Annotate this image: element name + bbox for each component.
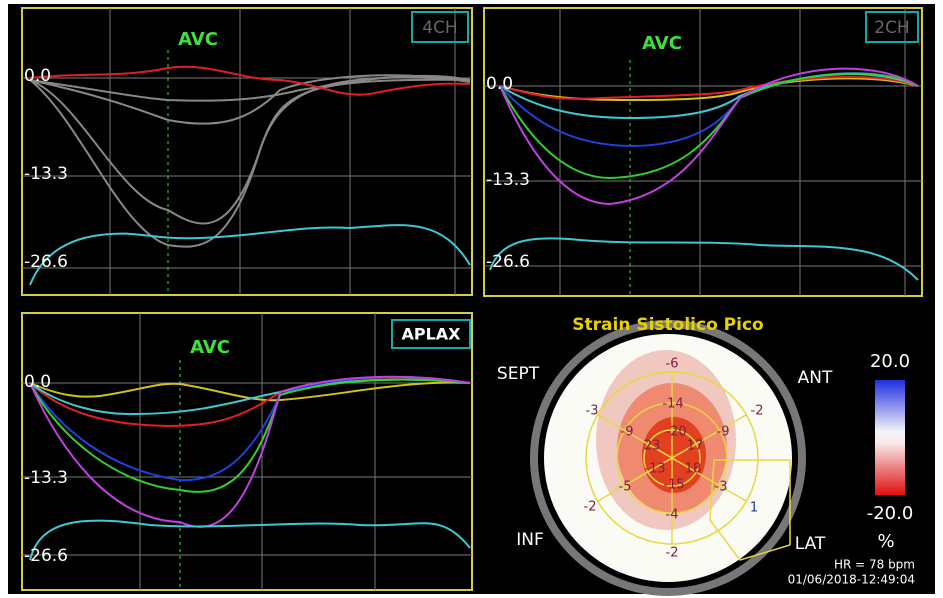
monitor: 4CH AVC 0.0 -13.3 -26.6 2CH AVC 0.0 -13.… <box>0 0 943 598</box>
avc-label: AVC <box>190 337 230 358</box>
panel-2ch: 2CH AVC 0.0 -13.3 -26.6 <box>484 8 922 296</box>
view-tag: APLAX <box>401 325 461 344</box>
y-tick-label: 0.0 <box>486 74 513 94</box>
unit: % <box>877 531 894 552</box>
heart-rate: HR = 78 bpm <box>834 558 915 572</box>
segment-value: -9 <box>621 425 634 440</box>
segment-value: -5 <box>619 480 632 495</box>
region-label: ANT <box>798 368 833 388</box>
segment-value: -20 <box>665 425 686 440</box>
segment-value: -3 <box>715 480 728 495</box>
region-label: INF <box>516 530 544 550</box>
scale-min: -20.0 <box>867 503 914 524</box>
view-tag: 2CH <box>874 18 909 38</box>
y-tick-label: -13.3 <box>24 468 68 488</box>
view-tag: 4CH <box>422 18 457 38</box>
segment-value: -2 <box>666 546 679 561</box>
segment-value: 17 <box>687 439 704 454</box>
panel-aplax: APLAX AVC 0.0 -13.3 -26.6 <box>22 313 472 590</box>
scale-max: 20.0 <box>870 351 910 372</box>
segment-value: -4 <box>666 508 679 523</box>
segment-value: -13 <box>644 462 665 477</box>
y-tick-label: -13.3 <box>486 170 530 190</box>
panel-4ch: 4CH AVC 0.0 -13.3 -26.6 <box>22 8 472 295</box>
bullseye-title: Strain Sistolico Pico <box>572 315 763 335</box>
y-tick-label: -13.3 <box>24 164 68 184</box>
segment-value: -2 <box>751 404 764 419</box>
y-tick-label: 0.0 <box>24 372 51 392</box>
timestamp: 01/06/2018-12:49:04 <box>788 573 915 587</box>
y-tick-label: -26.6 <box>24 546 68 566</box>
segment-value: 1 <box>750 501 758 516</box>
segment-value: -3 <box>586 404 599 419</box>
segment-value: -6 <box>666 357 679 372</box>
segment-value: -15 <box>663 478 684 493</box>
avc-label: AVC <box>178 29 218 50</box>
region-label: LAT <box>795 534 826 554</box>
segment-value: -2 <box>584 500 597 515</box>
y-tick-label: 0.0 <box>24 66 51 86</box>
segment-value: -14 <box>662 397 683 412</box>
y-tick-label: -26.6 <box>486 252 530 272</box>
y-tick-label: -26.6 <box>24 252 68 272</box>
segment-value: 23 <box>644 439 661 454</box>
segment-value: -9 <box>717 425 730 440</box>
region-label: SEPT <box>497 364 540 384</box>
avc-label: AVC <box>642 33 682 54</box>
segment-value: 18 <box>685 462 702 477</box>
